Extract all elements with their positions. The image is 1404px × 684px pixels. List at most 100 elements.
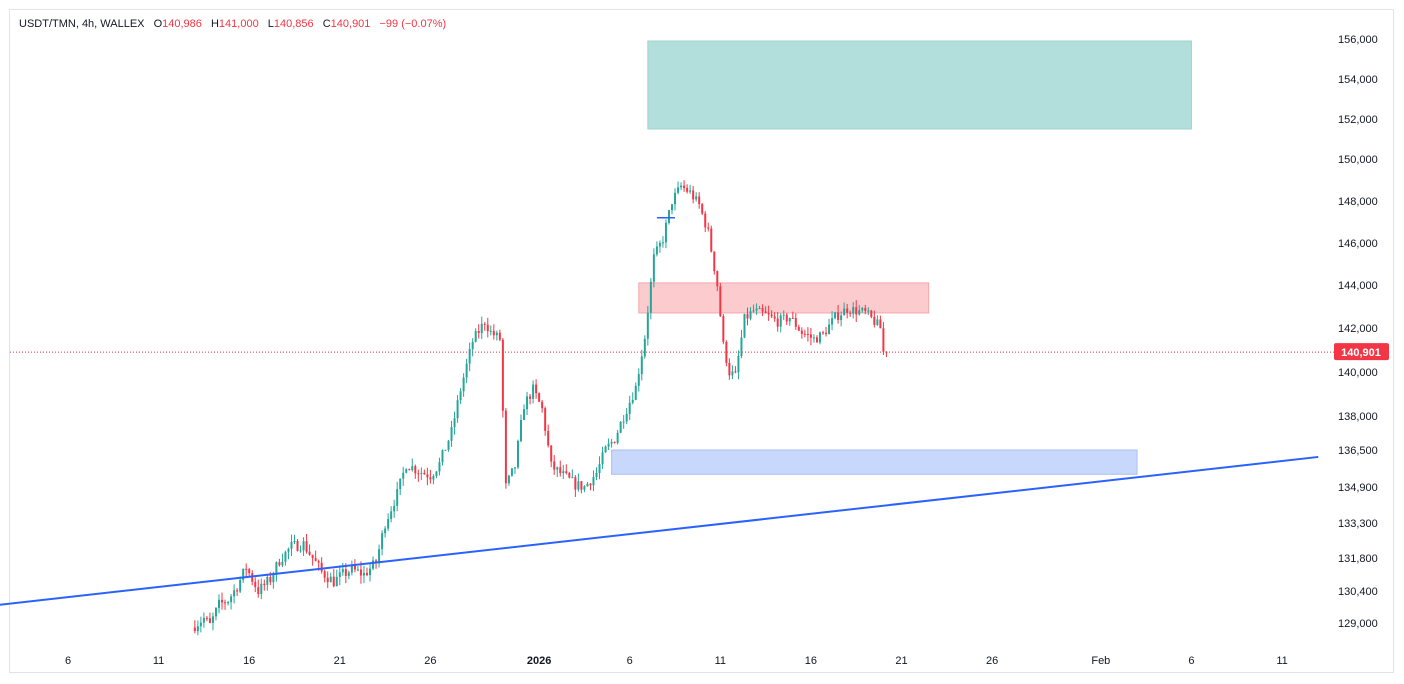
candle-body bbox=[193, 627, 196, 631]
chart-frame bbox=[9, 9, 1394, 673]
candle-body bbox=[586, 483, 589, 487]
time-tick-label: 16 bbox=[805, 655, 817, 667]
candle-body bbox=[556, 467, 559, 470]
candle-body bbox=[613, 441, 616, 443]
price-tick-label: 136,500 bbox=[1338, 445, 1378, 457]
candle-body bbox=[625, 413, 628, 422]
candle-body bbox=[652, 254, 655, 282]
candle-body bbox=[631, 399, 634, 403]
candle-body bbox=[822, 332, 824, 334]
trendline[interactable] bbox=[0, 455, 1319, 609]
price-tick-label: 140,000 bbox=[1338, 367, 1378, 379]
candle-body bbox=[384, 528, 387, 534]
candle-body bbox=[308, 551, 311, 555]
candle-body bbox=[719, 286, 722, 317]
candle-body bbox=[565, 471, 568, 474]
candle-body bbox=[604, 446, 607, 453]
candle-body bbox=[722, 316, 725, 342]
candle-body bbox=[480, 323, 483, 334]
close-label: C bbox=[322, 18, 331, 30]
candle-body bbox=[359, 569, 362, 576]
candle-body bbox=[828, 324, 831, 335]
candle-body bbox=[441, 450, 444, 463]
candle-body bbox=[595, 473, 598, 477]
candle-body bbox=[221, 599, 224, 603]
candle-body bbox=[846, 308, 849, 313]
candle-body bbox=[414, 466, 417, 474]
candle-body bbox=[326, 577, 329, 583]
candle-body bbox=[680, 185, 683, 188]
support-zone-blue[interactable] bbox=[611, 449, 1138, 475]
time-tick-label: 11 bbox=[153, 655, 164, 667]
time-tick-label: 26 bbox=[986, 655, 998, 667]
candle-body bbox=[583, 486, 586, 490]
candle-body bbox=[426, 474, 429, 478]
candle-body bbox=[251, 573, 254, 582]
candle-body bbox=[752, 310, 755, 312]
candle-body bbox=[393, 505, 396, 512]
candle-body bbox=[562, 471, 565, 474]
candle-body bbox=[667, 210, 670, 223]
candle-body bbox=[640, 356, 643, 375]
candle-body bbox=[205, 617, 208, 619]
target-zone-green[interactable] bbox=[647, 40, 1192, 130]
candle-body bbox=[782, 314, 785, 316]
candle-body bbox=[224, 602, 227, 604]
candle-body bbox=[263, 583, 266, 585]
candle-body bbox=[332, 576, 335, 587]
candle-body bbox=[275, 562, 278, 575]
candle-body bbox=[728, 362, 731, 376]
candle-body bbox=[785, 314, 788, 322]
high-value: 141,000 bbox=[218, 18, 259, 30]
candle-body bbox=[864, 308, 867, 311]
candle-body bbox=[677, 187, 680, 193]
candle-body bbox=[432, 475, 435, 480]
candle-body bbox=[381, 533, 384, 550]
candle-body bbox=[882, 328, 885, 352]
candle-body bbox=[450, 427, 453, 441]
candle-body bbox=[734, 371, 737, 373]
resistance-zone-red[interactable] bbox=[638, 282, 930, 314]
candle-body bbox=[477, 331, 480, 334]
candle-body bbox=[568, 473, 571, 478]
candle-body bbox=[616, 432, 619, 443]
candle-body bbox=[356, 569, 359, 571]
price-tick-label: 152,000 bbox=[1338, 114, 1378, 126]
candle-body bbox=[269, 576, 272, 583]
candle-body bbox=[571, 477, 574, 479]
candle-body bbox=[834, 312, 837, 319]
time-tick-label: Feb bbox=[1091, 655, 1110, 667]
candle-body bbox=[825, 332, 828, 335]
candle-body bbox=[523, 409, 526, 420]
candlestick-series bbox=[193, 180, 888, 636]
candle-body bbox=[311, 554, 314, 559]
candle-body bbox=[239, 579, 242, 592]
candle-body bbox=[689, 190, 692, 192]
candle-body bbox=[474, 331, 477, 342]
candle-body bbox=[405, 469, 408, 473]
time-tick-label: 16 bbox=[243, 655, 255, 667]
candle-body bbox=[671, 204, 673, 211]
price-tick-label: 129,000 bbox=[1338, 618, 1378, 630]
candle-body bbox=[347, 572, 350, 576]
candle-body bbox=[716, 271, 719, 287]
candle-body bbox=[350, 565, 353, 573]
candle-body bbox=[577, 481, 580, 490]
candle-body bbox=[574, 477, 577, 490]
candle-body bbox=[812, 337, 815, 339]
candle-body bbox=[550, 445, 553, 462]
candle-body bbox=[408, 469, 411, 471]
candle-body bbox=[320, 562, 323, 572]
candle-body bbox=[646, 312, 649, 339]
high-label: H bbox=[210, 18, 219, 30]
candle-body bbox=[776, 318, 779, 327]
candle-body bbox=[664, 222, 667, 243]
candle-body bbox=[456, 400, 459, 419]
candle-body bbox=[513, 467, 516, 469]
close-value: 140,901 bbox=[330, 18, 371, 30]
candle-body bbox=[580, 481, 583, 490]
candle-body bbox=[770, 314, 773, 317]
candle-body bbox=[855, 307, 858, 315]
candle-body bbox=[692, 190, 695, 200]
